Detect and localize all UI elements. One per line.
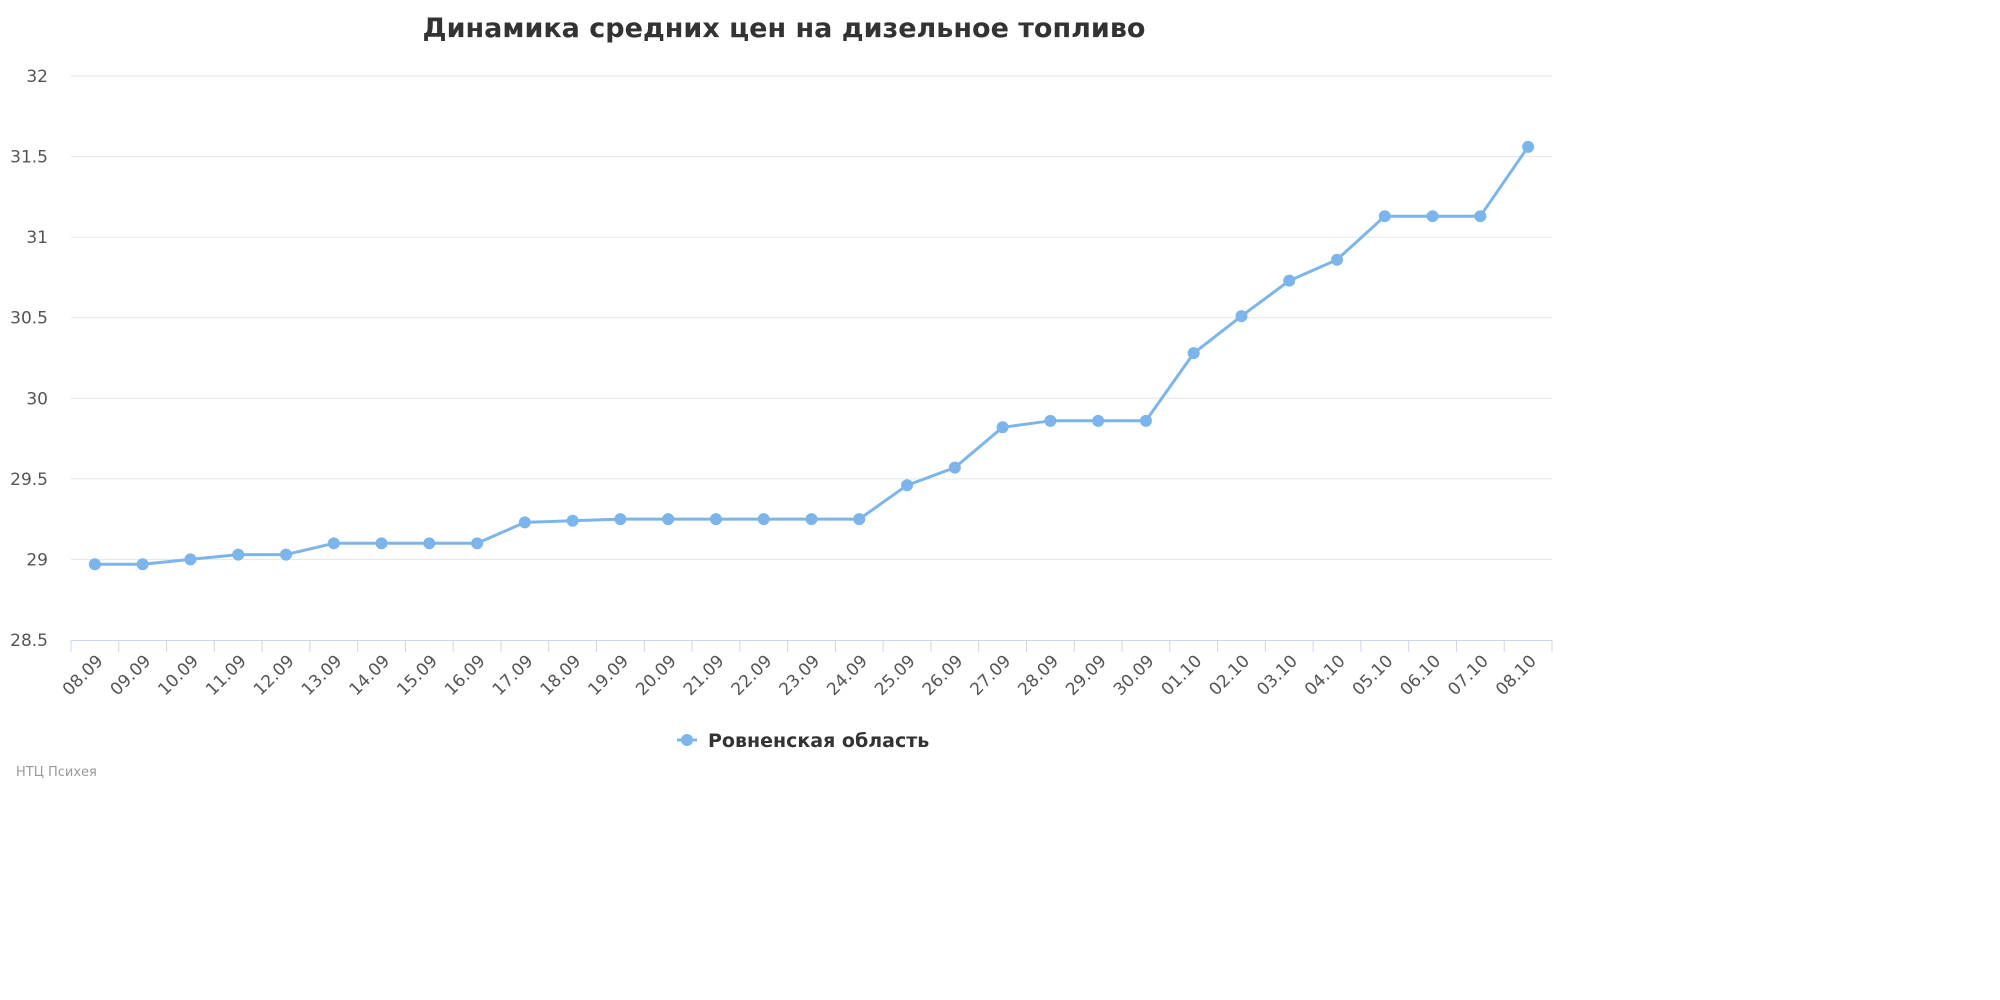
y-tick-label: 28.5 bbox=[10, 631, 48, 651]
x-tick-label: 17.09 bbox=[489, 651, 538, 700]
x-tick-label: 07.10 bbox=[1444, 651, 1493, 700]
data-point[interactable] bbox=[136, 558, 149, 571]
x-tick-label: 14.09 bbox=[346, 651, 395, 700]
y-tick-label: 32 bbox=[26, 67, 48, 87]
data-point[interactable] bbox=[757, 513, 770, 526]
data-point[interactable] bbox=[1331, 253, 1344, 266]
x-tick-label: 29.09 bbox=[1062, 651, 1111, 700]
y-tick-label: 29 bbox=[26, 550, 48, 570]
y-tick-label: 29.5 bbox=[10, 470, 48, 490]
x-tick-label: 30.09 bbox=[1110, 651, 1159, 700]
y-tick-label: 30.5 bbox=[10, 309, 48, 329]
data-point[interactable] bbox=[1235, 310, 1248, 323]
data-point[interactable] bbox=[948, 461, 961, 474]
x-tick-label: 02.10 bbox=[1205, 651, 1254, 700]
y-tick-label: 31 bbox=[26, 228, 48, 248]
x-tick-label: 08.09 bbox=[59, 651, 108, 700]
data-point[interactable] bbox=[375, 537, 388, 550]
data-point[interactable] bbox=[996, 421, 1009, 434]
data-point[interactable] bbox=[232, 548, 245, 561]
x-tick-label: 27.09 bbox=[967, 651, 1016, 700]
data-point[interactable] bbox=[518, 516, 531, 529]
x-tick-label: 21.09 bbox=[680, 651, 729, 700]
data-point[interactable] bbox=[614, 513, 627, 526]
x-tick-label: 16.09 bbox=[441, 651, 490, 700]
x-tick-label: 23.09 bbox=[775, 651, 824, 700]
x-tick-label: 18.09 bbox=[537, 651, 586, 700]
data-point[interactable] bbox=[1092, 414, 1105, 427]
data-point[interactable] bbox=[566, 514, 579, 527]
data-point[interactable] bbox=[423, 537, 436, 550]
x-tick-label: 26.09 bbox=[919, 651, 968, 700]
y-axis-tick-labels: 28.5 29 29.5 30 30.5 31 31.5 32 bbox=[10, 67, 48, 651]
series-ровненская-область bbox=[88, 140, 1535, 571]
data-point[interactable] bbox=[88, 558, 101, 571]
data-point[interactable] bbox=[662, 513, 675, 526]
chart-title: Динамика средних цен на дизельное топлив… bbox=[423, 13, 1146, 44]
x-tick-label: 12.09 bbox=[250, 651, 299, 700]
x-tick-label: 24.09 bbox=[823, 651, 872, 700]
y-tick-label: 31.5 bbox=[10, 148, 48, 168]
data-point[interactable] bbox=[1378, 210, 1391, 223]
x-tick-label: 22.09 bbox=[728, 651, 777, 700]
data-point[interactable] bbox=[1139, 414, 1152, 427]
data-point[interactable] bbox=[853, 513, 866, 526]
x-tick-label: 03.10 bbox=[1253, 651, 1302, 700]
data-point[interactable] bbox=[1044, 414, 1057, 427]
y-tick-label: 30 bbox=[26, 389, 48, 409]
data-point[interactable] bbox=[901, 479, 914, 492]
x-tick-label: 15.09 bbox=[393, 651, 442, 700]
data-point[interactable] bbox=[471, 537, 484, 550]
x-tick-label: 10.09 bbox=[154, 651, 203, 700]
data-point[interactable] bbox=[184, 553, 197, 566]
data-point[interactable] bbox=[1426, 210, 1439, 223]
data-point[interactable] bbox=[1187, 347, 1200, 360]
legend-marker bbox=[681, 734, 693, 746]
x-tick-label: 06.10 bbox=[1397, 651, 1446, 700]
data-point[interactable] bbox=[1283, 274, 1296, 287]
x-axis: 08.09 09.09 10.09 11.09 12.09 13.09 14.09 15.09… bbox=[59, 640, 1553, 700]
data-point[interactable] bbox=[327, 537, 340, 550]
x-tick-label: 04.10 bbox=[1301, 651, 1350, 700]
x-tick-label: 05.10 bbox=[1349, 651, 1398, 700]
x-tick-label: 25.09 bbox=[871, 651, 920, 700]
legend-label: Ровненская область bbox=[708, 730, 929, 752]
x-tick-label: 28.09 bbox=[1014, 651, 1063, 700]
data-point[interactable] bbox=[1474, 210, 1487, 223]
data-point[interactable] bbox=[709, 513, 722, 526]
x-tick-label: 13.09 bbox=[298, 651, 347, 700]
x-tick-label: 08.10 bbox=[1492, 651, 1541, 700]
data-point[interactable] bbox=[805, 513, 818, 526]
x-tick-label: 20.09 bbox=[632, 651, 681, 700]
data-point[interactable] bbox=[279, 548, 292, 561]
x-tick-label: 19.09 bbox=[584, 651, 633, 700]
x-tick-label: 11.09 bbox=[202, 651, 251, 700]
line-chart: Динамика средних цен на дизельное топлив… bbox=[10, 13, 1553, 780]
gridlines bbox=[71, 75, 1552, 560]
data-point[interactable] bbox=[1522, 140, 1535, 153]
x-tick-label: 01.10 bbox=[1158, 651, 1207, 700]
x-tick-label: 09.09 bbox=[107, 651, 156, 700]
series-line bbox=[93, 145, 1530, 566]
credit-text: НТЦ Психея bbox=[16, 765, 97, 780]
legend[interactable]: Ровненская область bbox=[677, 730, 929, 752]
